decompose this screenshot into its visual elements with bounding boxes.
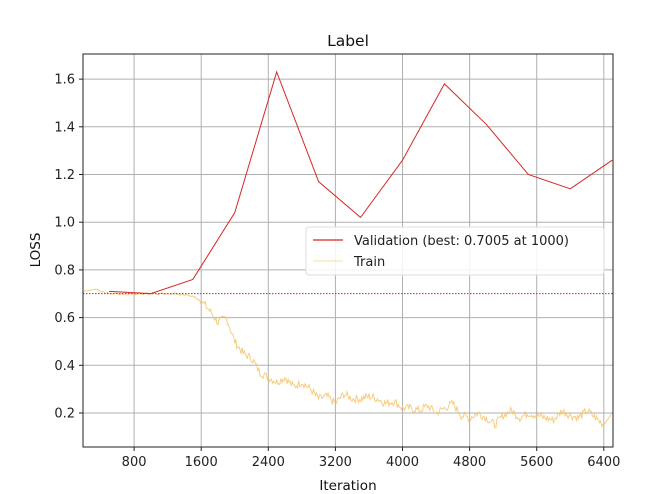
legend: Validation (best: 0.7005 at 1000) Train [305, 226, 605, 276]
train-line [83, 288, 613, 429]
x-tick-label: 3200 [319, 455, 352, 470]
y-tick-label: 1.6 [54, 73, 75, 88]
y-tick-label: 0.2 [54, 407, 75, 422]
plot-frame [82, 53, 614, 448]
y-axis-label: LOSS [28, 233, 44, 268]
validation-line [108, 70, 613, 295]
validation-legend-label: Validation (best: 0.7005 at 1000) [354, 234, 569, 249]
legend-box [305, 226, 605, 276]
y-tick-label: 0.6 [54, 311, 75, 326]
y-tick-label: 0.4 [54, 359, 75, 374]
y-tick-label: 1.0 [54, 216, 75, 231]
x-tick-label: 4000 [386, 455, 419, 470]
axis-ticks: 800 1600 2400 3200 4000 4800 5600 6400 0.2 0.4 0.6… [54, 73, 620, 470]
x-tick-label: 800 [122, 455, 147, 470]
x-tick-label: 5600 [520, 455, 553, 470]
x-axis-label: Iteration [319, 478, 376, 494]
plot-series [83, 70, 613, 429]
x-tick-label: 4800 [453, 455, 486, 470]
x-tick-label: 6400 [587, 455, 620, 470]
x-tick-label: 1600 [185, 455, 218, 470]
chart-title: Label [327, 32, 369, 50]
y-tick-label: 0.8 [54, 263, 75, 278]
y-tick-label: 1.4 [54, 120, 75, 135]
train-legend-label: Train [353, 255, 385, 270]
y-tick-label: 1.2 [54, 168, 75, 183]
x-tick-label: 2400 [252, 455, 285, 470]
